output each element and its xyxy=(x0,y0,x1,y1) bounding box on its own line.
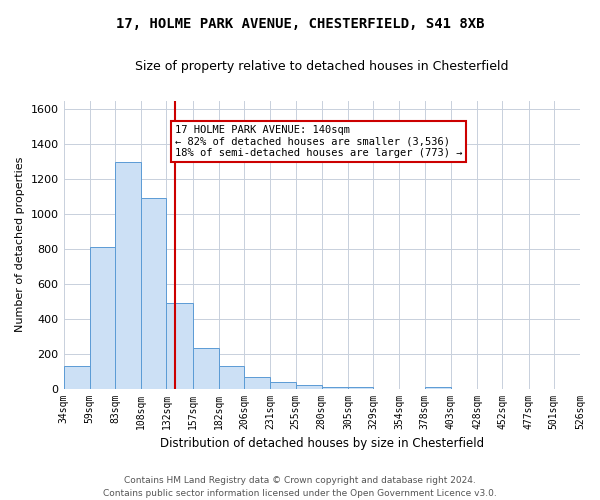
Bar xyxy=(166,303,193,388)
Bar xyxy=(348,387,373,388)
Text: Contains HM Land Registry data © Crown copyright and database right 2024.
Contai: Contains HM Land Registry data © Crown c… xyxy=(103,476,497,498)
Bar xyxy=(193,348,219,389)
Bar xyxy=(219,366,244,388)
X-axis label: Distribution of detached houses by size in Chesterfield: Distribution of detached houses by size … xyxy=(160,437,484,450)
Bar xyxy=(322,387,348,388)
Bar xyxy=(244,377,271,388)
Title: Size of property relative to detached houses in Chesterfield: Size of property relative to detached ho… xyxy=(135,60,509,73)
Bar xyxy=(64,366,90,388)
Bar xyxy=(425,387,451,388)
Bar xyxy=(115,162,141,388)
Bar xyxy=(271,382,296,388)
Text: 17 HOLME PARK AVENUE: 140sqm
← 82% of detached houses are smaller (3,536)
18% of: 17 HOLME PARK AVENUE: 140sqm ← 82% of de… xyxy=(175,125,463,158)
Y-axis label: Number of detached properties: Number of detached properties xyxy=(15,157,25,332)
Bar xyxy=(141,198,166,388)
Bar xyxy=(296,385,322,388)
Text: 17, HOLME PARK AVENUE, CHESTERFIELD, S41 8XB: 17, HOLME PARK AVENUE, CHESTERFIELD, S41… xyxy=(116,18,484,32)
Bar xyxy=(90,247,115,388)
